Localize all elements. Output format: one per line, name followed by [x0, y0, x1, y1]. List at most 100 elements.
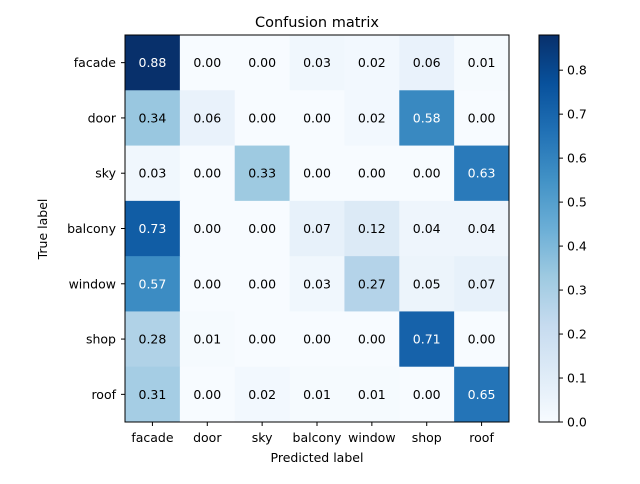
- heatmap-cell: [344, 35, 400, 91]
- cell-value-label: 0.57: [139, 276, 167, 291]
- heatmap-cell: [179, 311, 236, 368]
- x-axis-ticks: facade door sky balcony window shop roof: [131, 422, 494, 445]
- heatmap-cell: [344, 200, 400, 257]
- heatmap-cell: [344, 366, 400, 423]
- cell-value-label: 0.03: [139, 166, 167, 181]
- cell-value-label: 0.00: [358, 332, 386, 347]
- cell-value-label: 0.00: [468, 110, 496, 125]
- cell-value-label: 0.00: [468, 332, 496, 347]
- x-tick-label: balcony: [293, 430, 343, 445]
- cell-value-label: 0.06: [193, 110, 221, 125]
- heatmap-cell: [234, 145, 290, 202]
- heatmap-cell: [454, 90, 510, 146]
- cell-value-label: 0.00: [248, 55, 276, 70]
- cell-value-label: 0.71: [413, 332, 441, 347]
- heatmap-cell: [179, 256, 236, 312]
- colorbar: [538, 34, 560, 423]
- cell-value-label: 0.88: [139, 55, 167, 70]
- heatmap-cell: [125, 256, 181, 312]
- heatmap-cell: [179, 145, 236, 202]
- heatmap-cell: [289, 366, 345, 423]
- cell-value-label: 0.58: [413, 110, 441, 125]
- y-tick-label: facade: [74, 55, 117, 70]
- colorbar-tick-label: 0.7: [567, 107, 587, 122]
- colorbar-tick-label: 0.6: [567, 151, 587, 166]
- heatmap-cell: [399, 200, 455, 257]
- cell-value-label: 0.00: [413, 387, 441, 402]
- cell-value-label: 0.00: [193, 387, 221, 402]
- heatmap-cell: [234, 35, 290, 91]
- heatmap-cell: [125, 311, 181, 368]
- heatmap-cell: [344, 256, 400, 312]
- heatmap-cell: [454, 145, 510, 202]
- cell-value-label: 0.01: [358, 387, 386, 402]
- cell-value-label: 0.00: [303, 166, 331, 181]
- cell-value-label: 0.73: [139, 221, 167, 236]
- cell-value-label: 0.00: [193, 166, 221, 181]
- heatmap-cell: [125, 35, 181, 91]
- y-tick-label: shop: [86, 332, 116, 347]
- heatmap-cell: [454, 366, 510, 423]
- cell-value-label: 0.12: [358, 221, 386, 236]
- cell-value-label: 0.02: [248, 387, 276, 402]
- heatmap-cell: [125, 366, 181, 423]
- x-tick-label: roof: [469, 430, 494, 445]
- cell-value-label: 0.27: [358, 276, 386, 291]
- heatmap-cell: [399, 35, 455, 91]
- x-tick-label: shop: [412, 430, 442, 445]
- heatmap-cell: [234, 200, 290, 257]
- cell-value-label: 0.02: [358, 110, 386, 125]
- chart-title: Confusion matrix: [255, 15, 379, 31]
- y-tick-label: window: [69, 276, 116, 291]
- cell-value-label: 0.03: [303, 276, 331, 291]
- heatmap-cell-labels: 0.88 0.00 0.00 0.03 0.02 0.06 0.01 0.34 0.06 0.00…: [139, 55, 496, 402]
- cell-value-label: 0.00: [193, 221, 221, 236]
- x-tick-label: door: [193, 430, 222, 445]
- cell-value-label: 0.00: [358, 166, 386, 181]
- heatmap-cell: [289, 90, 345, 146]
- heatmap-cell: [289, 311, 345, 368]
- cell-value-label: 0.07: [303, 221, 331, 236]
- colorbar-tick-label: 0.8: [567, 63, 587, 78]
- cell-value-label: 0.00: [248, 276, 276, 291]
- x-tick-label: window: [348, 430, 395, 445]
- heatmap-cell: [454, 35, 510, 91]
- heatmap-cell: [454, 311, 510, 368]
- heatmap-cell: [399, 366, 455, 423]
- cell-value-label: 0.01: [303, 387, 331, 402]
- colorbar-tick-label: 0.5: [567, 195, 587, 210]
- colorbar-tick-label: 0.0: [567, 415, 587, 430]
- heatmap-cell: [399, 311, 455, 368]
- cell-value-label: 0.00: [303, 332, 331, 347]
- heatmap-cell: [125, 200, 181, 257]
- heatmap-cell: [125, 145, 181, 202]
- heatmap-cell: [179, 366, 236, 423]
- cell-value-label: 0.05: [413, 276, 441, 291]
- cell-value-label: 0.00: [248, 332, 276, 347]
- cell-value-label: 0.02: [358, 55, 386, 70]
- colorbar-tick-label: 0.1: [567, 371, 587, 386]
- cell-value-label: 0.00: [193, 276, 221, 291]
- cell-value-label: 0.00: [248, 221, 276, 236]
- y-axis-ticks: facade door sky balcony window shop roof: [67, 55, 125, 402]
- heatmap-cell: [234, 256, 290, 312]
- cell-value-label: 0.03: [303, 55, 331, 70]
- heatmap-cell: [399, 90, 455, 146]
- cell-value-label: 0.00: [413, 166, 441, 181]
- x-axis-label: Predicted label: [271, 450, 364, 465]
- cell-value-label: 0.01: [468, 55, 496, 70]
- heatmap-cell: [289, 35, 345, 91]
- cell-value-label: 0.34: [139, 110, 167, 125]
- cell-value-label: 0.00: [303, 110, 331, 125]
- x-tick-label: facade: [131, 430, 174, 445]
- heatmap-cell: [399, 256, 455, 312]
- y-axis-label: True label: [35, 199, 50, 261]
- y-tick-label: sky: [95, 166, 116, 181]
- heatmap-cells: [125, 35, 510, 423]
- colorbar-tick-label: 0.3: [567, 283, 587, 298]
- heatmap-cell: [234, 311, 290, 368]
- cell-value-label: 0.33: [248, 166, 276, 181]
- cell-value-label: 0.06: [413, 55, 441, 70]
